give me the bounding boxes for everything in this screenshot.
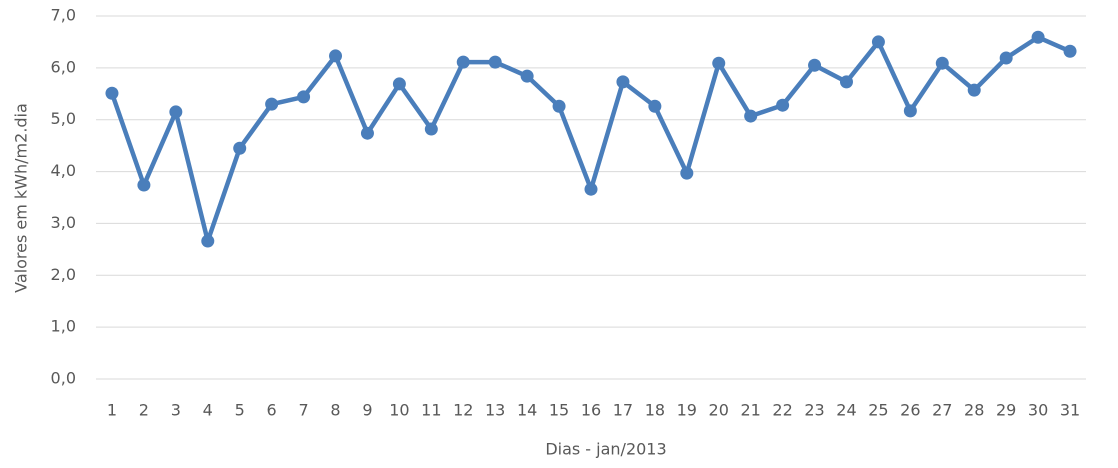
data-point [297,90,311,104]
data-point [871,35,885,49]
data-point [1063,44,1077,58]
data-point [552,99,566,113]
data-point [105,86,119,100]
x-tick-label: 10 [389,401,409,420]
y-tick-label: 0,0 [51,369,76,388]
x-tick-label: 18 [645,401,665,420]
data-point [744,109,758,123]
x-tick-label: 26 [900,401,920,420]
data-point [456,55,470,69]
data-point [1031,30,1045,44]
x-tick-label: 14 [517,401,537,420]
data-point [999,51,1013,65]
x-tick-label: 31 [1060,401,1080,420]
x-tick-label: 19 [677,401,697,420]
x-tick-label: 17 [613,401,633,420]
data-point [584,182,598,196]
data-point [169,105,183,119]
x-axis-label: Dias - jan/2013 [545,440,666,459]
x-tick-label: 23 [804,401,824,420]
data-point [520,69,534,83]
x-tick-label: 2 [139,401,149,420]
x-tick-label: 3 [171,401,181,420]
data-point [137,178,151,192]
x-tick-label: 12 [453,401,473,420]
x-tick-label: 11 [421,401,441,420]
x-tick-label: 28 [964,401,984,420]
x-tick-label: 27 [932,401,952,420]
y-tick-label: 6,0 [51,57,76,76]
data-point [903,104,917,118]
x-tick-label: 24 [836,401,856,420]
data-point [712,56,726,70]
data-point [935,56,949,70]
x-tick-label: 25 [868,401,888,420]
data-point [265,97,279,111]
data-point [839,75,853,89]
x-tick-label: 7 [298,401,308,420]
data-point [424,122,438,136]
y-tick-label: 1,0 [51,317,76,336]
data-point [616,75,630,89]
x-tick-label: 21 [740,401,760,420]
data-point [329,49,343,63]
data-point [808,58,822,72]
x-tick-label: 1 [107,401,117,420]
data-point [233,141,247,155]
data-point [648,99,662,113]
data-point [392,77,406,91]
x-tick-label: 5 [235,401,245,420]
data-point [488,55,502,69]
data-point [776,98,790,112]
y-tick-label: 5,0 [51,109,76,128]
data-point [360,126,374,140]
x-tick-label: 4 [203,401,213,420]
x-tick-label: 15 [549,401,569,420]
data-point [967,83,981,97]
x-tick-label: 6 [267,401,277,420]
x-tick-label: 16 [581,401,601,420]
data-point [201,234,215,248]
data-point [680,166,694,180]
x-tick-label: 9 [362,401,372,420]
y-tick-label: 4,0 [51,161,76,180]
y-tick-label: 3,0 [51,213,76,232]
x-tick-label: 29 [996,401,1016,420]
x-tick-label: 8 [330,401,340,420]
x-tick-label: 20 [709,401,729,420]
y-axis-label: Valores em kWh/m2.dia [12,103,31,293]
x-tick-label: 13 [485,401,505,420]
y-tick-label: 7,0 [51,6,76,25]
y-tick-label: 2,0 [51,265,76,284]
x-tick-label: 30 [1028,401,1048,420]
x-tick-label: 22 [772,401,792,420]
